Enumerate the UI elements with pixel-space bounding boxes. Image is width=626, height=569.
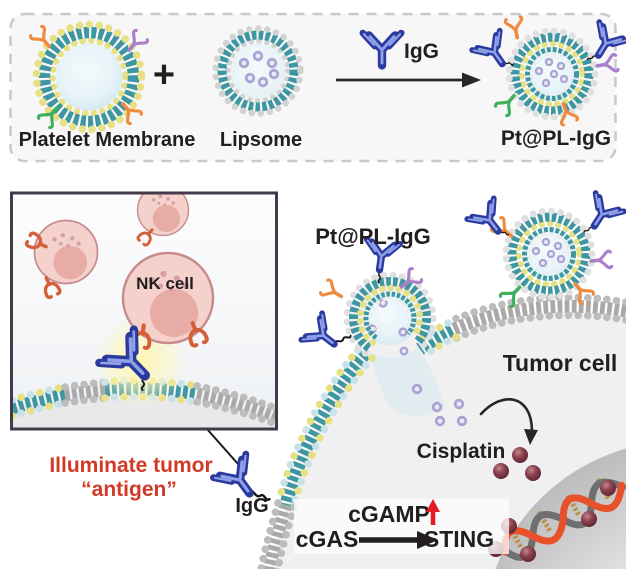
uptake-arrow bbox=[479, 398, 538, 445]
caption-line1: Illuminate tumor bbox=[49, 454, 212, 477]
fusing-vesicle bbox=[343, 271, 437, 357]
inset-border bbox=[10, 191, 278, 431]
drug-release-plume bbox=[368, 347, 445, 417]
bound-vesicle bbox=[467, 193, 624, 310]
platelet-membrane-label: Platelet Membrane bbox=[19, 129, 196, 151]
reaction-arrow bbox=[336, 72, 481, 88]
cisplatin-label: Cisplatin bbox=[417, 440, 506, 463]
igg-membrane-label: IgG bbox=[235, 495, 268, 517]
tumor-cell-label: Tumor cell bbox=[503, 350, 618, 376]
igg-reagent-label: IgG bbox=[404, 40, 439, 63]
platelet-membrane-vesicle bbox=[28, 20, 150, 134]
vesicle-label: Pt@PL-IgG bbox=[315, 224, 431, 249]
receptor-icon bbox=[318, 277, 348, 306]
tumor-membrane-gray-right bbox=[446, 293, 626, 343]
liposome-label: Lipsome bbox=[220, 129, 302, 151]
cgas-label: cGAS bbox=[296, 526, 359, 552]
cgamp-label: cGAMP bbox=[348, 501, 430, 527]
nk-cell-label: NK cell bbox=[136, 274, 194, 293]
tumor-membrane-platelet-patch-left bbox=[275, 346, 376, 513]
main-panel: Pt@PL-IgG Tumor cell Cisplatin cGAMP cGA… bbox=[49, 193, 626, 569]
tumor-membrane-platelet-patch-right bbox=[412, 319, 460, 360]
arrowhead-icon bbox=[524, 429, 538, 445]
up-arrow-icon bbox=[426, 499, 440, 525]
igg-antibody-icon bbox=[580, 193, 624, 235]
sting-label: STING bbox=[424, 526, 494, 552]
plus-sign: + bbox=[153, 54, 175, 96]
pathway-arrow-icon bbox=[359, 531, 438, 549]
inset-connector-line bbox=[206, 428, 239, 465]
arrowhead-icon bbox=[462, 72, 481, 88]
tumor-cell-body bbox=[270, 278, 626, 569]
top-panel-border bbox=[9, 12, 617, 163]
nk-inset: NK cell bbox=[10, 191, 278, 431]
caption-line2: “antigen” bbox=[81, 478, 177, 501]
product-label: Pt@PL-IgG bbox=[501, 127, 611, 150]
igg-antibody-icon bbox=[301, 313, 344, 357]
pathway-box: cGAMP cGAS STING bbox=[294, 499, 509, 554]
top-panel: Platelet Membrane + Lipsome IgG Pt@PL-Ig… bbox=[9, 12, 626, 163]
liposome-vesicle bbox=[212, 25, 304, 117]
